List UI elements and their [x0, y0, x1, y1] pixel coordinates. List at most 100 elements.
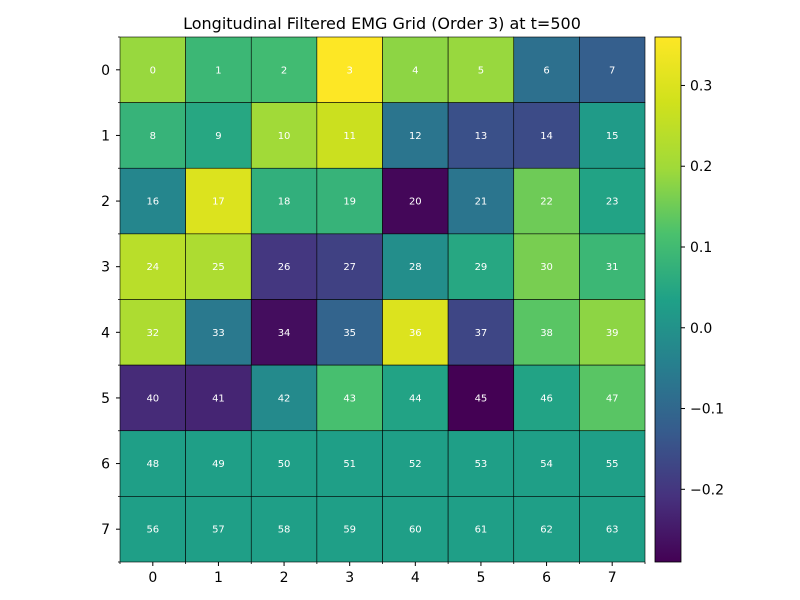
colorbar-tick-label: 0.3 [690, 78, 712, 94]
cell-label: 54 [540, 459, 553, 470]
cell-label: 27 [343, 262, 356, 273]
cell-label: 5 [478, 65, 484, 76]
heatmap-cell [250, 167, 318, 235]
cell-label: 41 [212, 393, 225, 404]
x-tick-label: 2 [280, 570, 289, 586]
heatmap-cell [447, 36, 515, 103]
cell-label: 10 [278, 131, 291, 142]
cell-label: 63 [606, 525, 619, 536]
cell-label: 59 [343, 525, 356, 536]
cell-label: 51 [343, 459, 356, 470]
heatmap-cell [382, 233, 449, 300]
heatmap-cell [382, 36, 449, 103]
heatmap-cell [513, 364, 580, 432]
cell-label: 34 [278, 328, 291, 339]
heatmap-cell [447, 496, 515, 563]
heatmap-cell [316, 233, 383, 300]
cell-label: 6 [543, 65, 549, 76]
heatmap-cell [185, 167, 252, 235]
cell-label: 57 [212, 525, 225, 536]
cell-label: 18 [278, 197, 291, 208]
cell-label: 9 [215, 131, 221, 142]
cell-label: 2 [281, 65, 287, 76]
heatmap-cell [447, 299, 515, 366]
colorbar-ticks: 0.3 0.2 0.1 0.0 −0.1 −0.2 [681, 78, 724, 498]
y-tick-label: 6 [101, 457, 110, 473]
heatmap-cell [382, 430, 449, 497]
cell-label: 28 [409, 262, 422, 273]
heatmap-cell [579, 102, 646, 169]
heatmap-cell [185, 430, 252, 497]
colorbar-tick-label: 0.0 [690, 321, 712, 337]
cell-label: 33 [212, 328, 225, 339]
cell-label: 45 [475, 393, 488, 404]
heatmap-cell [316, 167, 383, 235]
cell-label: 38 [540, 328, 553, 339]
heatmap-cell [119, 167, 186, 235]
y-axis: 0 1 2 3 4 5 6 7 [101, 36, 120, 563]
cell-label: 48 [146, 459, 159, 470]
cell-label: 43 [343, 393, 356, 404]
heatmap-cell [382, 299, 449, 366]
heatmap-cell [513, 430, 580, 497]
cell-label: 49 [212, 459, 225, 470]
y-tick-label: 3 [101, 260, 110, 276]
cell-label: 42 [278, 393, 291, 404]
heatmap-cell [513, 299, 580, 366]
heatmap-cell [119, 430, 186, 497]
cell-label: 29 [475, 262, 488, 273]
cell-label: 26 [278, 262, 291, 273]
cell-label: 1 [215, 65, 221, 76]
x-tick-label: 5 [476, 570, 485, 586]
heatmap-cell [250, 430, 318, 497]
heatmap-cell [119, 233, 186, 300]
cell-label: 13 [475, 131, 488, 142]
heatmap-cell [316, 102, 383, 169]
cell-label: 61 [475, 525, 488, 536]
cell-label: 22 [540, 197, 553, 208]
cell-label: 14 [540, 131, 553, 142]
x-tick-label: 0 [148, 570, 157, 586]
cell-label: 36 [409, 328, 422, 339]
cell-label: 15 [606, 131, 619, 142]
heatmap-cell [382, 102, 449, 169]
cell-label: 11 [343, 131, 356, 142]
cell-label: 24 [146, 262, 159, 273]
heatmap-cell [316, 36, 383, 103]
colorbar-tick-label: −0.2 [690, 482, 724, 498]
cell-label: 21 [475, 197, 488, 208]
colorbar [654, 36, 682, 563]
y-tick-label: 0 [101, 63, 110, 79]
cell-label: 62 [540, 525, 553, 536]
heatmap-cell [579, 364, 646, 432]
cell-label: 7 [609, 65, 615, 76]
heatmap-cell [513, 167, 580, 235]
y-tick-label: 7 [101, 522, 110, 538]
heatmap-cell [185, 36, 252, 103]
colorbar-tick-label: −0.1 [690, 402, 724, 418]
cell-label: 30 [540, 262, 553, 273]
heatmap-cell [382, 167, 449, 235]
y-tick-label: 2 [101, 194, 110, 210]
heatmap-cell [447, 167, 515, 235]
x-tick-label: 6 [542, 570, 551, 586]
heatmap-cell [513, 102, 580, 169]
heatmap-cell [185, 102, 252, 169]
cell-label: 32 [146, 328, 159, 339]
heatmap-cell [382, 364, 449, 432]
heatmap-cell [382, 496, 449, 563]
colorbar-gradient [654, 36, 682, 563]
cell-label: 20 [409, 197, 422, 208]
cell-label: 56 [146, 525, 159, 536]
cell-label: 31 [606, 262, 619, 273]
cell-label: 37 [475, 328, 488, 339]
heatmap-cell [119, 36, 186, 103]
heatmap-cell [250, 364, 318, 432]
x-tick-label: 3 [345, 570, 354, 586]
heatmap-cell [579, 36, 646, 103]
y-tick-label: 4 [101, 325, 110, 341]
cell-label: 4 [412, 65, 418, 76]
cell-label: 35 [343, 328, 356, 339]
heatmap-cell [579, 299, 646, 366]
